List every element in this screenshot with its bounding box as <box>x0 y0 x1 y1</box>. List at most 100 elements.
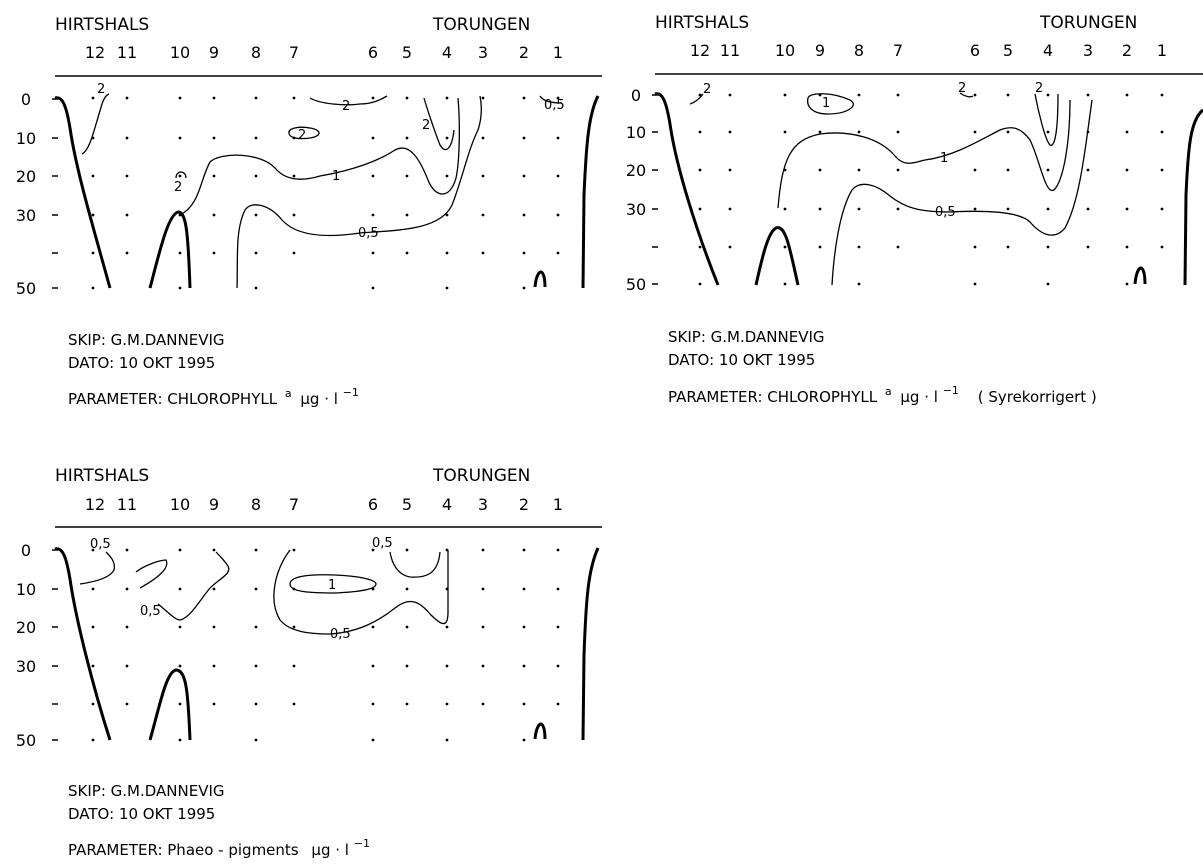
sample-point <box>371 96 375 100</box>
sample-point <box>857 282 861 286</box>
section-panel-chlorophyll: HIRTSHALS TORUNGEN 12 11 10 9 8 7 6 5 4 3 2 1 01020… <box>16 15 602 408</box>
contour-label: 0,5 <box>358 226 379 241</box>
place-left-label: HIRTSHALS <box>655 13 749 33</box>
sample-point <box>125 251 129 255</box>
sample-point <box>178 625 182 629</box>
sample-point <box>481 664 485 668</box>
depth-label: 0 <box>21 541 31 560</box>
depth-labels: 0 10 20 30 50 <box>16 541 36 750</box>
sample-point <box>522 213 526 217</box>
sample-point <box>1125 93 1129 97</box>
sample-point <box>857 168 861 172</box>
sample-point <box>445 96 449 100</box>
sample-point <box>698 245 702 249</box>
sample-point <box>254 136 258 140</box>
contour-label: 2 <box>97 82 105 97</box>
sample-point <box>212 136 216 140</box>
sample-point <box>254 286 258 290</box>
sample-point <box>783 93 787 97</box>
depth-label: 30 <box>626 200 646 219</box>
sample-point <box>522 251 526 255</box>
station-number-label: 10 <box>775 41 795 60</box>
sample-point <box>405 625 409 629</box>
sample-point <box>405 174 409 178</box>
sample-point <box>1125 130 1129 134</box>
sample-point <box>212 174 216 178</box>
sample-point <box>522 738 526 742</box>
sample-point <box>292 625 296 629</box>
sample-point <box>783 207 787 211</box>
station-number-label: 11 <box>720 41 740 60</box>
sample-point <box>371 664 375 668</box>
sample-point <box>556 213 560 217</box>
sample-point <box>783 282 787 286</box>
sample-point <box>178 548 182 552</box>
sample-point <box>371 625 375 629</box>
sample-point <box>973 245 977 249</box>
sample-point <box>522 548 526 552</box>
sample-point <box>292 251 296 255</box>
station-number-label: 5 <box>402 43 412 62</box>
sample-point <box>1125 207 1129 211</box>
sample-point <box>91 548 95 552</box>
contour-label: 0,5 <box>140 604 161 619</box>
sample-point <box>212 625 216 629</box>
depth-label: 10 <box>626 123 646 142</box>
sample-point <box>125 664 129 668</box>
station-number-label: 3 <box>478 495 488 514</box>
station-number-label: 7 <box>893 41 903 60</box>
contour-label: 1 <box>328 578 336 593</box>
sample-point <box>178 286 182 290</box>
sample-point <box>481 213 485 217</box>
sample-point <box>481 251 485 255</box>
sample-point <box>91 664 95 668</box>
contour-value-labels: 2 1 2 2 1 0,5 <box>703 81 1043 220</box>
station-number-label: 5 <box>1003 41 1013 60</box>
sample-point <box>783 245 787 249</box>
station-number-label: 10 <box>170 495 190 514</box>
sample-point <box>212 96 216 100</box>
sample-point <box>445 286 449 290</box>
sample-point <box>1006 168 1010 172</box>
sample-point <box>292 174 296 178</box>
depth-label: 20 <box>16 167 36 186</box>
sample-point <box>698 168 702 172</box>
contour-label: 0,5 <box>330 627 351 642</box>
sample-point <box>1160 245 1164 249</box>
sample-point <box>1160 130 1164 134</box>
sample-point <box>91 174 95 178</box>
sample-point <box>178 136 182 140</box>
sample-point <box>896 245 900 249</box>
sample-point <box>1006 93 1010 97</box>
station-number-label: 12 <box>690 41 710 60</box>
sample-point <box>91 702 95 706</box>
depth-label: 30 <box>16 206 36 225</box>
sample-point <box>522 136 526 140</box>
sample-point <box>556 548 560 552</box>
sample-point <box>178 738 182 742</box>
sample-point <box>91 213 95 217</box>
station-number-label: 1 <box>553 495 563 514</box>
sample-point <box>405 587 409 591</box>
station-number-label: 7 <box>289 43 299 62</box>
sample-point <box>91 625 95 629</box>
sample-point <box>556 625 560 629</box>
sample-point <box>783 130 787 134</box>
sample-point <box>698 282 702 286</box>
sample-point <box>212 702 216 706</box>
date-label: DATO: 10 OKT 1995 <box>68 805 215 823</box>
sample-point <box>125 96 129 100</box>
station-number-label: 2 <box>519 43 529 62</box>
sample-point <box>556 587 560 591</box>
sample-point <box>371 587 375 591</box>
station-number-label: 12 <box>85 495 105 514</box>
station-number-label: 9 <box>209 495 219 514</box>
sample-point <box>254 587 258 591</box>
sample-point <box>254 548 258 552</box>
sample-point <box>91 136 95 140</box>
parameter-label: PARAMETER: CHLOROPHYLL a μg · l −1 <box>68 383 359 408</box>
sample-point <box>125 548 129 552</box>
sample-point <box>1160 168 1164 172</box>
station-number-label: 12 <box>85 43 105 62</box>
